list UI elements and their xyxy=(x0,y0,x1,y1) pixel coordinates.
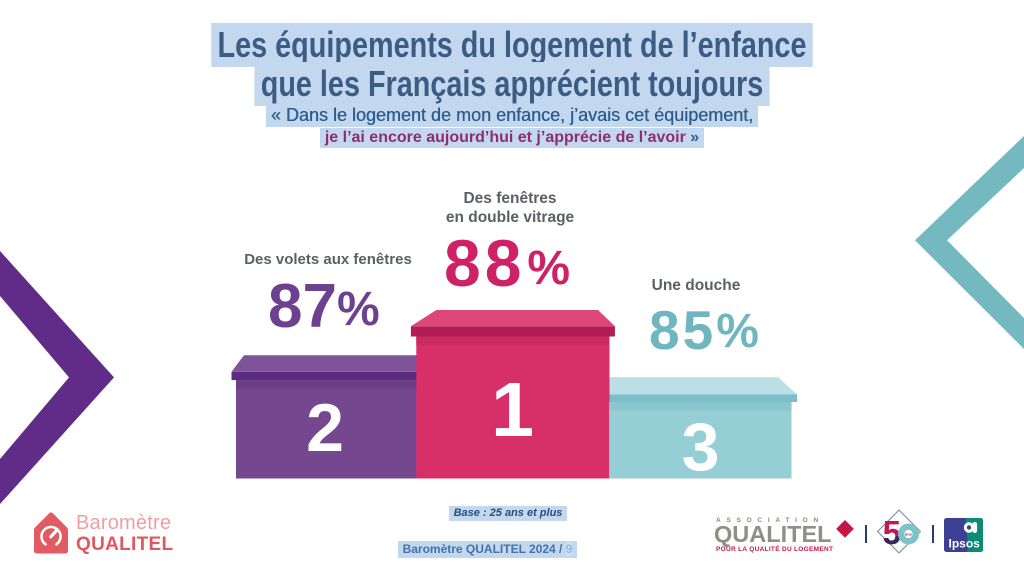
svg-text:5: 5 xyxy=(883,514,901,551)
svg-text:ans: ans xyxy=(905,532,913,537)
svg-text:5: 5 xyxy=(883,514,901,551)
svg-text:Ipsos: Ipsos xyxy=(949,537,981,551)
